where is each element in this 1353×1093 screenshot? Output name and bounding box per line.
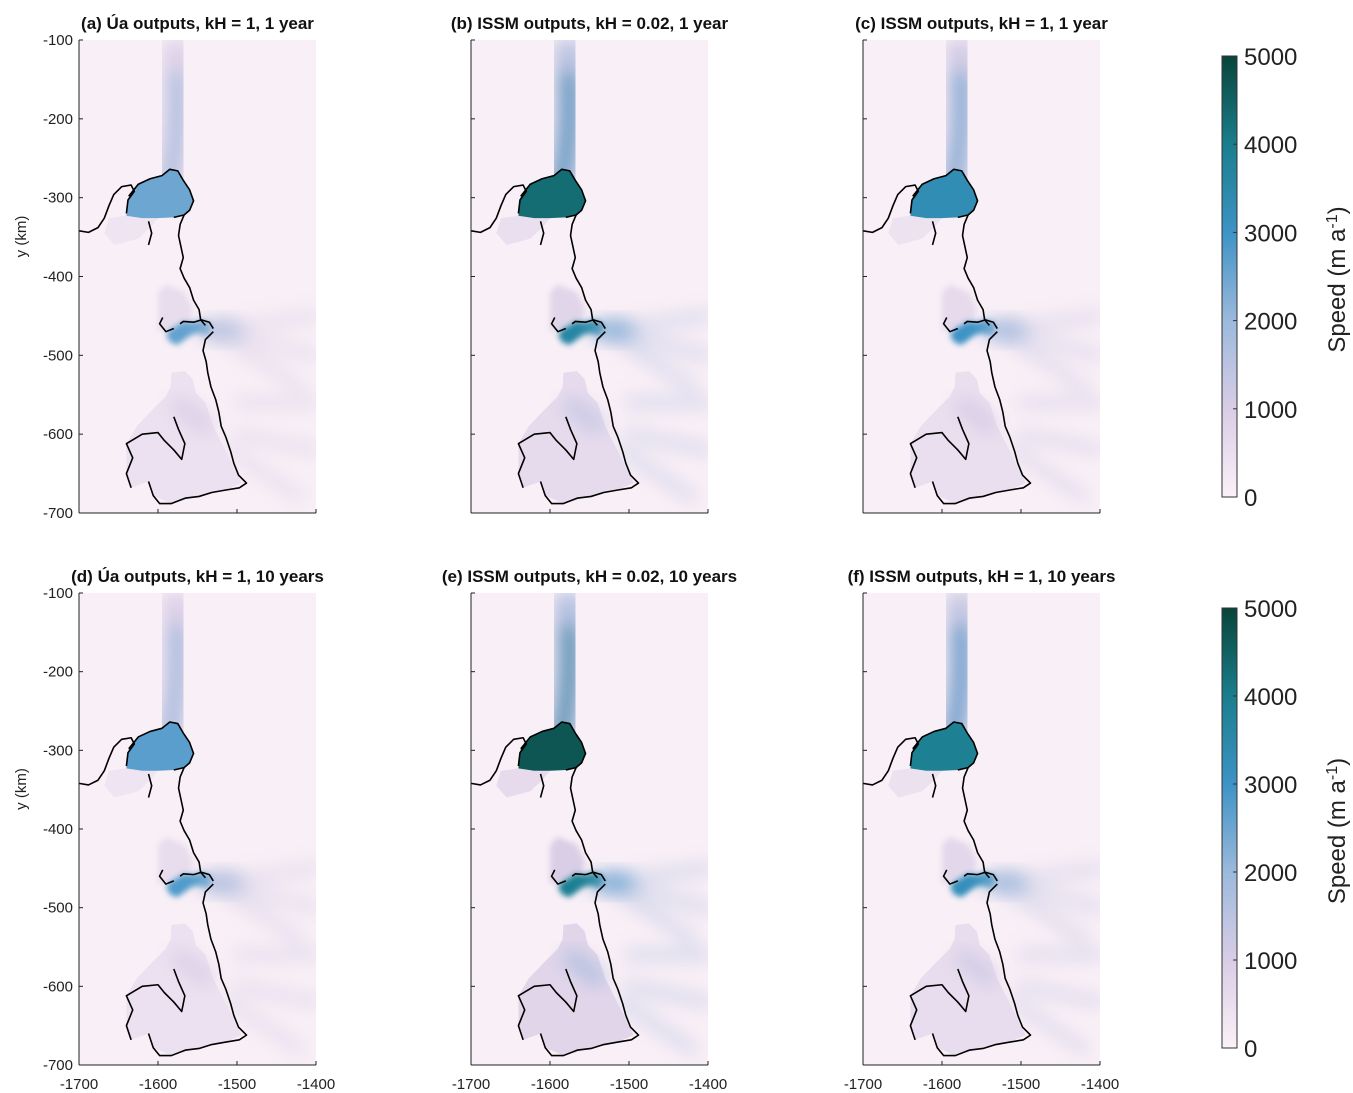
y-tick-label: -400 (43, 821, 73, 838)
outflow-streaks (984, 310, 1100, 503)
y-tick-label: -500 (43, 347, 73, 364)
grounding-line (79, 721, 248, 1057)
x-tick-label: -1600 (139, 1076, 177, 1093)
panel-title: (f) ISSM outputs, kH = 1, 10 years (848, 567, 1116, 586)
colorbar-gradient (1221, 55, 1238, 498)
colorbar-label: Speed (m a-1) (1324, 758, 1352, 904)
colorbar-label: Speed (m a-1) (1324, 206, 1352, 352)
speed-field (79, 40, 316, 513)
panel-title: (a) Úa outputs, kH = 1, 1 year (81, 14, 314, 33)
grounding-line (471, 168, 640, 505)
panel-f: -1700 -1600 -1500 -1400 (f) ISSM outputs, kH… (844, 567, 1119, 1093)
y-axis-label: y (km) (13, 216, 30, 258)
colorbar-tick-label: 5000 (1244, 596, 1297, 623)
y-tick-label: -100 (43, 32, 73, 49)
north-glacier-fast-flow (518, 722, 586, 771)
speed-field (863, 593, 1100, 1065)
tributary-flow (936, 40, 977, 194)
west-shelf (888, 215, 942, 245)
tributary-flow (152, 40, 193, 194)
colorbar-tick-label: 5000 (1244, 44, 1297, 71)
west-shelf (496, 768, 550, 798)
x-tick-label: -1400 (689, 1076, 727, 1093)
panel-a: -100 -200 -300 -400 -500 -600 -700 (a) Úa outpu… (13, 14, 317, 522)
tributary-flow (152, 593, 193, 746)
south-shelf (126, 923, 242, 1056)
panel-b: (b) ISSM outputs, kH = 0.02, 1 year (451, 14, 729, 514)
y-tick-label: -200 (43, 664, 73, 681)
panel-e: -1700 -1600 -1500 -1400 (e) ISSM outputs, kH… (442, 567, 737, 1093)
colorbar-tick-label: 3000 (1244, 220, 1297, 247)
y-tick-label: -300 (43, 742, 73, 759)
colorbar: 0 1000 2000 3000 4000 5000 Speed (m a-1) (1221, 596, 1352, 1063)
x-tick-label: -1400 (1081, 1076, 1119, 1093)
y-tick-label: -100 (43, 585, 73, 602)
colorbar-tick-label: 1000 (1244, 948, 1297, 975)
colorbar-tick-label: 3000 (1244, 772, 1297, 799)
north-glacier-fast-flow (518, 169, 586, 219)
x-tick-label: -1400 (297, 1076, 335, 1093)
south-shelf (910, 923, 1026, 1056)
y-tick-label: -200 (43, 111, 73, 128)
x-tick-label: -1500 (1002, 1076, 1040, 1093)
tributary-flow (544, 40, 585, 194)
colorbar-gradient (1221, 607, 1238, 1049)
north-glacier-fast-flow (910, 169, 978, 219)
colorbar-tick-label: 4000 (1244, 132, 1297, 159)
panel-d: -100 -200 -300 -400 -500 -600 -700 -1700 -1600 -1… (13, 567, 335, 1093)
colorbar-tick-label: 2000 (1244, 860, 1297, 887)
tributary-flow (936, 593, 977, 746)
colorbar-tick-label: 2000 (1244, 309, 1297, 336)
colorbar-tick-label: 1000 (1244, 397, 1297, 424)
x-tick-label: -1700 (844, 1076, 882, 1093)
west-shelf (104, 768, 158, 798)
x-tick-label: -1700 (452, 1076, 490, 1093)
north-glacier-fast-flow (910, 722, 978, 771)
y-tick-label: -400 (43, 269, 73, 286)
west-shelf (496, 215, 550, 245)
north-glacier-fast-flow (126, 722, 194, 771)
grounding-line (471, 721, 640, 1057)
panel-title: (b) ISSM outputs, kH = 0.02, 1 year (451, 14, 729, 33)
x-tick-label: -1700 (60, 1076, 98, 1093)
speed-field (471, 40, 708, 513)
south-shelf (910, 371, 1026, 504)
colorbar-tick-label: 0 (1244, 1036, 1257, 1063)
panel-c: (c) ISSM outputs, kH = 1, 1 year (855, 14, 1108, 514)
west-shelf (888, 768, 942, 798)
speed-field (79, 593, 316, 1065)
x-tick-label: -1600 (531, 1076, 569, 1093)
x-tick-label: -1500 (218, 1076, 256, 1093)
outflow-streaks (592, 863, 708, 1055)
y-tick-label: -700 (43, 1057, 73, 1074)
y-tick-label: -300 (43, 190, 73, 207)
x-tick-label: -1500 (610, 1076, 648, 1093)
speed-field (863, 40, 1100, 513)
y-tick-label: -700 (43, 505, 73, 522)
panel-title: (d) Úa outputs, kH = 1, 10 years (71, 567, 324, 586)
grounding-line (863, 168, 1032, 505)
x-tick-label: -1600 (923, 1076, 961, 1093)
y-tick-label: -500 (43, 900, 73, 917)
grounding-line (79, 168, 248, 505)
panel-title: (e) ISSM outputs, kH = 0.02, 10 years (442, 567, 737, 586)
panel-title: (c) ISSM outputs, kH = 1, 1 year (855, 14, 1108, 33)
colorbar: 0 1000 2000 3000 4000 5000 Speed (m a-1) (1221, 44, 1352, 512)
speed-field (471, 593, 708, 1065)
south-shelf (126, 371, 242, 504)
north-glacier-fast-flow (126, 169, 194, 219)
tributary-flow (544, 593, 585, 746)
y-axis-label: y (km) (13, 768, 30, 810)
south-shelf (518, 923, 634, 1056)
grounding-line (863, 721, 1032, 1057)
south-shelf (518, 371, 634, 504)
colorbar-tick-label: 0 (1244, 485, 1257, 512)
y-tick-label: -600 (43, 426, 73, 443)
west-shelf (104, 215, 158, 245)
colorbar-tick-label: 4000 (1244, 684, 1297, 711)
y-tick-label: -600 (43, 978, 73, 995)
